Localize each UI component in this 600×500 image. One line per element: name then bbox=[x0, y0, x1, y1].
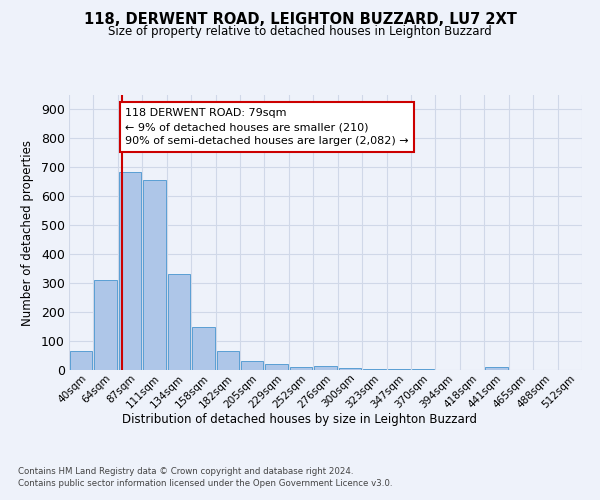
Bar bbox=[70, 351, 92, 370]
Bar bbox=[167, 274, 190, 370]
Bar bbox=[217, 351, 239, 370]
Y-axis label: Number of detached properties: Number of detached properties bbox=[21, 140, 34, 326]
Text: 118, DERWENT ROAD, LEIGHTON BUZZARD, LU7 2XT: 118, DERWENT ROAD, LEIGHTON BUZZARD, LU7… bbox=[83, 12, 517, 28]
Bar bbox=[119, 172, 142, 370]
Bar bbox=[265, 364, 288, 370]
Bar bbox=[338, 368, 361, 370]
Text: Distribution of detached houses by size in Leighton Buzzard: Distribution of detached houses by size … bbox=[122, 412, 478, 426]
Text: Contains HM Land Registry data © Crown copyright and database right 2024.
Contai: Contains HM Land Registry data © Crown c… bbox=[18, 468, 392, 488]
Bar bbox=[143, 180, 166, 370]
Bar bbox=[388, 369, 410, 370]
Text: Size of property relative to detached houses in Leighton Buzzard: Size of property relative to detached ho… bbox=[108, 25, 492, 38]
Bar bbox=[241, 360, 263, 370]
Text: 118 DERWENT ROAD: 79sqm
← 9% of detached houses are smaller (210)
90% of semi-de: 118 DERWENT ROAD: 79sqm ← 9% of detached… bbox=[125, 108, 409, 146]
Bar bbox=[192, 326, 215, 370]
Bar bbox=[290, 366, 313, 370]
Bar bbox=[314, 366, 337, 370]
Bar bbox=[94, 280, 117, 370]
Bar bbox=[363, 368, 386, 370]
Bar bbox=[485, 367, 508, 370]
